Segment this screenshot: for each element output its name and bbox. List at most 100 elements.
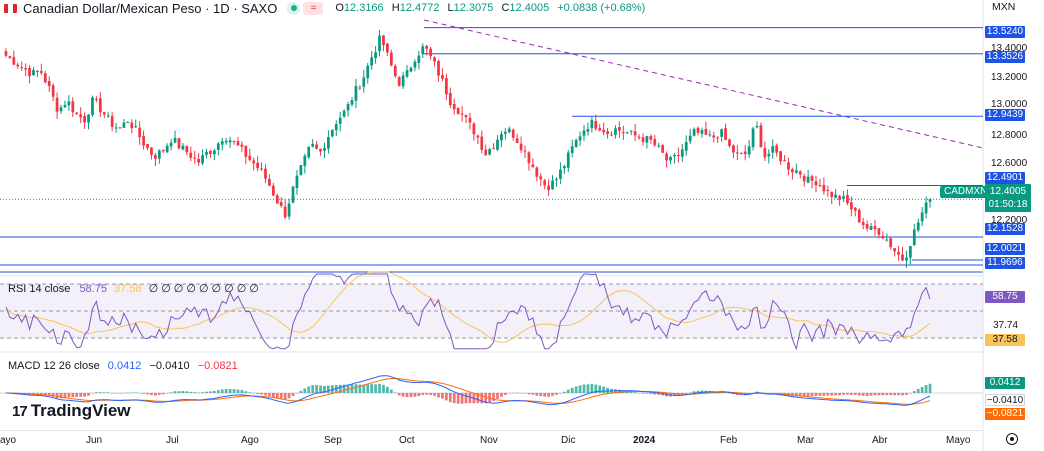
macd-hist-bar [232, 389, 236, 393]
macd-hist-bar [150, 393, 153, 396]
macd-line [5, 375, 931, 406]
macd-hist-bar [661, 393, 665, 396]
macd-hist-bar [138, 393, 142, 394]
tradingview-logo[interactable]: 17 TradingView [12, 401, 131, 421]
macd-hist-bar [185, 391, 189, 393]
candle-body [629, 130, 633, 132]
macd-legend[interactable]: MACD 12 26 close 0.0412 −0.0410 −0.0821 [8, 360, 238, 372]
macd-hist-bar [810, 393, 814, 397]
macd-hist-bar [67, 393, 71, 398]
currency-label[interactable]: MXN [992, 1, 1016, 13]
macd-hist-bar [378, 383, 381, 393]
candle-body [456, 107, 460, 114]
candle-body [142, 136, 145, 146]
candle-body [283, 206, 287, 218]
candle-body [614, 128, 617, 136]
candle-body [865, 223, 869, 229]
candle-body [212, 150, 216, 155]
macd-hist-bar [79, 393, 83, 397]
descending-trendline[interactable] [423, 19, 984, 149]
candle-body [138, 127, 142, 138]
candle-body [216, 143, 220, 150]
rsi-title: RSI 14 close [8, 283, 71, 295]
macd-hist-bar [169, 392, 173, 393]
macd-hist-bar [562, 391, 566, 393]
time-axis[interactable]: ayo Jun Jul Ago Sep Oct Nov Dic 2024 Feb… [0, 430, 983, 451]
macd-hist-bar [405, 393, 409, 397]
macd-hist-bar [346, 384, 350, 393]
macd-hist-bar [299, 390, 303, 393]
candle-body [775, 145, 779, 153]
macd-hist-bar [547, 393, 550, 397]
candle-body [201, 155, 204, 164]
settings-gear-icon[interactable] [1006, 433, 1018, 445]
macd-hist-bar [523, 393, 527, 394]
candle-body [315, 144, 318, 149]
candle-body [908, 246, 912, 258]
candle-body [590, 120, 594, 129]
macd-hist-bar [4, 393, 8, 394]
low-value: 12.3075 [453, 2, 494, 14]
candle-body [897, 252, 900, 255]
macd-legend-signal: −0.0410 [149, 360, 190, 372]
candle-body [36, 70, 39, 72]
candle-body [755, 126, 759, 128]
macd-hist-bar [570, 387, 574, 393]
candle-body [67, 101, 71, 106]
candle-body [12, 57, 16, 65]
macd-hist-bar [95, 392, 98, 393]
macd-hist-bar [283, 393, 287, 400]
candle-body [303, 155, 307, 166]
candle-body [150, 147, 153, 155]
candle-body [319, 148, 322, 152]
candle-body [696, 127, 700, 133]
candle-body [248, 155, 252, 160]
macd-hist-bar [582, 384, 586, 393]
macd-hist-bar [389, 389, 393, 393]
candle-body [173, 137, 177, 143]
macd-hist-bar [393, 392, 397, 394]
compare-wave-icon[interactable]: ≈ [303, 1, 324, 15]
macd-hist-bar [507, 393, 511, 394]
candle-body [51, 85, 55, 97]
macd-hist-bar [519, 393, 523, 394]
price-axis[interactable]: 13.4000 13.2000 13.0000 12.8000 12.6000 … [983, 16, 1044, 430]
candle-body [700, 130, 704, 134]
candle-body [98, 98, 102, 113]
macd-hist-bar [657, 393, 661, 395]
high-value: 12.4772 [399, 2, 440, 14]
macd-hist-bar [91, 393, 94, 394]
candle-body [806, 176, 810, 183]
macd-hist-bar [130, 392, 134, 394]
candle-body [720, 129, 724, 137]
level-label: 13.3526 [985, 51, 1025, 63]
macd-hist-bar [594, 384, 598, 393]
candle-body [295, 175, 299, 189]
candle-body [358, 87, 362, 89]
macd-hist-bar [905, 393, 908, 395]
candle-body [24, 68, 28, 70]
macd-hist-bar [401, 393, 405, 397]
candle-body [912, 229, 916, 245]
macd-hist-bar [696, 390, 700, 393]
candle-body [822, 185, 826, 192]
candle-body [268, 179, 271, 186]
candle-body [669, 156, 672, 161]
macd-hist-bar [260, 393, 263, 395]
macd-hist-bar [252, 393, 256, 394]
candle-body [488, 149, 492, 155]
candle-body [857, 209, 861, 223]
time-tick: Sep [324, 435, 342, 446]
candle-body [578, 136, 582, 141]
macd-hist-bar [551, 393, 554, 396]
macd-hist-bar [287, 393, 291, 399]
candle-body [197, 158, 201, 163]
macd-legend-hist: −0.0821 [197, 360, 238, 372]
market-status-icon[interactable] [287, 1, 301, 15]
candle-body [79, 114, 83, 118]
rsi-legend[interactable]: RSI 14 close 58.75 37.58 ∅∅∅∅∅∅∅∅∅ [8, 282, 262, 295]
macd-hist-bar [484, 393, 488, 404]
symbol-title[interactable]: Canadian Dollar/Mexican Peso · 1D · SAXO [23, 0, 278, 16]
candle-body [783, 160, 786, 162]
